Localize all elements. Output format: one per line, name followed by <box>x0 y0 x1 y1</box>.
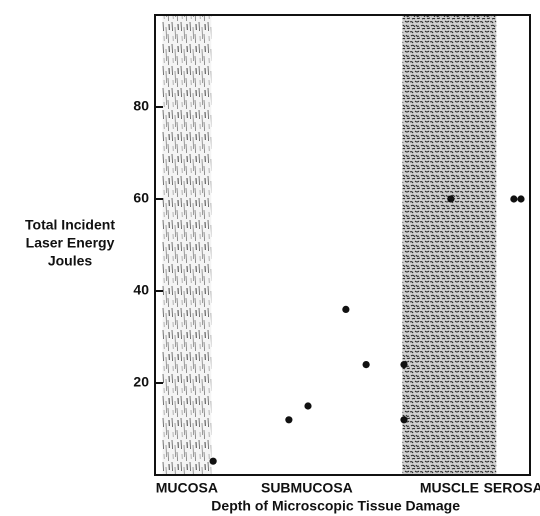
data-point <box>209 457 217 465</box>
data-point <box>342 305 350 313</box>
data-point <box>285 416 293 424</box>
region-label: SEROSA <box>484 480 540 496</box>
y-tick-label: 20 <box>133 374 149 390</box>
y-axis-label: Joules <box>48 253 93 269</box>
data-point <box>510 195 518 203</box>
data-point <box>517 195 525 203</box>
data-point <box>447 195 455 203</box>
plot-frame <box>154 14 531 476</box>
region-label: MUCOSA <box>156 480 218 496</box>
data-point <box>362 361 370 369</box>
y-axis-label: Laser Energy <box>26 235 115 251</box>
y-tick-label: 80 <box>133 98 149 114</box>
data-point <box>304 402 312 410</box>
data-point <box>400 361 408 369</box>
x-axis-label: Depth of Microscopic Tissue Damage <box>211 498 460 514</box>
region-label: MUSCLE <box>420 480 479 496</box>
data-point <box>400 416 408 424</box>
y-tick-label: 60 <box>133 190 149 206</box>
y-tick-label: 40 <box>133 282 149 298</box>
region-label: SUBMUCOSA <box>261 480 353 496</box>
y-axis-label: Total Incident <box>25 217 115 233</box>
tissue-band <box>402 15 497 475</box>
tissue-band <box>162 15 212 475</box>
